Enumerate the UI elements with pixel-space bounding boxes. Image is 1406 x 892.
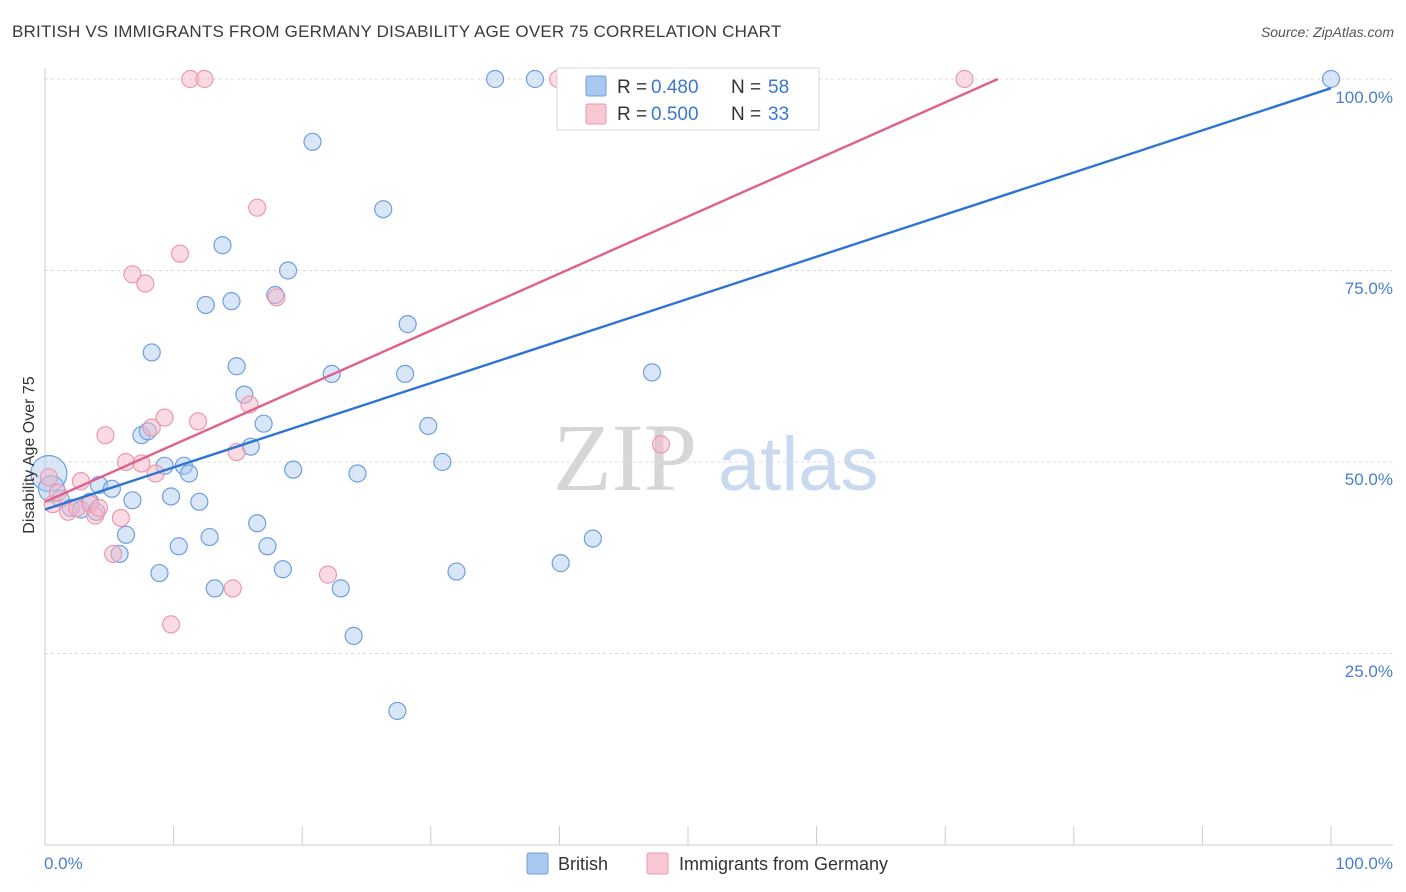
- axis-layer: [44, 68, 1393, 846]
- british-point: [348, 464, 367, 483]
- british-point: [258, 537, 277, 556]
- british-trend-line: [44, 87, 1332, 511]
- immigrants-point: [123, 265, 142, 284]
- legend-immigrants-n-label: N =: [731, 104, 761, 125]
- immigrants-point: [170, 244, 190, 263]
- immigrants-point: [39, 468, 58, 487]
- british-point: [284, 460, 303, 479]
- immigrants-point: [111, 508, 130, 528]
- british-point: [222, 292, 241, 311]
- immigrants-point: [318, 565, 338, 584]
- immigrants-point: [89, 498, 109, 518]
- british-point: [142, 343, 161, 362]
- british-point: [374, 200, 393, 219]
- legend-immigrants-swatch: [585, 103, 607, 125]
- british-point: [486, 69, 505, 89]
- bottom-legend-immigrants-label: Immigrants from Germany: [679, 854, 888, 874]
- legend-british-r-value: 0.480: [651, 77, 699, 98]
- british-point: [227, 357, 246, 376]
- british-point: [551, 554, 570, 573]
- bottom-legend-british-swatch: [526, 852, 549, 875]
- immigrants-point: [195, 69, 214, 89]
- british-point: [205, 579, 224, 598]
- trend-layer: [44, 77, 1332, 511]
- british-point: [433, 452, 452, 472]
- legend-immigrants-r-value: 0.500: [651, 104, 699, 125]
- british-point: [344, 626, 363, 645]
- british-point: [395, 364, 415, 384]
- british-point: [190, 492, 209, 511]
- legend-british-n-label: N =: [731, 77, 761, 98]
- immigrants-point: [188, 412, 208, 431]
- y-tick-label-50: 50.0%: [1345, 470, 1393, 489]
- british-point: [116, 525, 136, 544]
- british-point: [419, 416, 438, 436]
- immigrants-point: [651, 435, 671, 454]
- immigrants-point: [248, 198, 267, 217]
- chart-source: Source: ZipAtlas.com: [1260, 24, 1394, 40]
- grid-layer: [45, 78, 1393, 654]
- immigrants-point: [155, 408, 174, 427]
- chart-title: BRITISH VS IMMIGRANTS FROM GERMANY DISAB…: [12, 22, 782, 41]
- watermark-atlas: atlas: [718, 422, 879, 507]
- british-point: [213, 236, 232, 255]
- immigrants-point: [161, 615, 181, 634]
- y-axis-label: Disability Age Over 75: [21, 376, 38, 534]
- bottom-legend-immigrants-swatch: [646, 852, 669, 875]
- british-point: [583, 529, 602, 548]
- legend-immigrants-r-label: R =: [617, 104, 647, 125]
- british-point: [303, 132, 322, 151]
- british-point: [196, 295, 215, 315]
- x-tick-label-max: 100.0%: [1335, 854, 1393, 873]
- y-tick-label-100: 100.0%: [1335, 88, 1393, 107]
- immigrants-point: [955, 69, 974, 89]
- y-tick-label-25: 25.0%: [1345, 662, 1393, 681]
- british-point: [388, 701, 407, 721]
- british-point: [642, 363, 662, 382]
- british-point: [447, 562, 466, 581]
- british-point: [1321, 69, 1341, 89]
- british-point: [273, 560, 293, 579]
- british-point: [398, 315, 417, 334]
- immigrants-point: [96, 426, 115, 445]
- immigrants-point: [267, 288, 286, 307]
- immigrants-point: [142, 418, 161, 437]
- y-tick-label-75: 75.0%: [1345, 279, 1393, 298]
- immigrants-point: [104, 544, 123, 564]
- bottom-legend: British Immigrants from Germany: [526, 852, 888, 875]
- legend-immigrants-n-value: 33: [768, 104, 789, 125]
- british-point: [278, 261, 298, 280]
- british-point: [254, 414, 273, 433]
- points-layer: [30, 69, 1341, 721]
- legend-british-r-label: R =: [617, 77, 647, 98]
- british-point: [179, 464, 199, 483]
- immigrants-point: [136, 274, 155, 293]
- british-point: [123, 491, 142, 510]
- immigrants-point: [223, 579, 242, 598]
- legend-box: R = 0.480 N = 58 R = 0.500 N = 33: [556, 67, 820, 131]
- british-point: [200, 527, 219, 547]
- british-point: [525, 69, 545, 89]
- bottom-legend-british-label: British: [558, 854, 608, 874]
- british-point: [169, 537, 188, 556]
- british-point: [161, 487, 181, 506]
- x-tick-label-min: 0.0%: [44, 854, 83, 873]
- british-point: [331, 579, 350, 598]
- immigrants-trend-line: [44, 77, 999, 503]
- british-point: [248, 514, 267, 533]
- watermark-zip: ZIP: [553, 404, 697, 511]
- legend-british-swatch: [585, 75, 607, 97]
- legend-british-n-value: 58: [768, 77, 789, 98]
- british-point: [150, 563, 169, 583]
